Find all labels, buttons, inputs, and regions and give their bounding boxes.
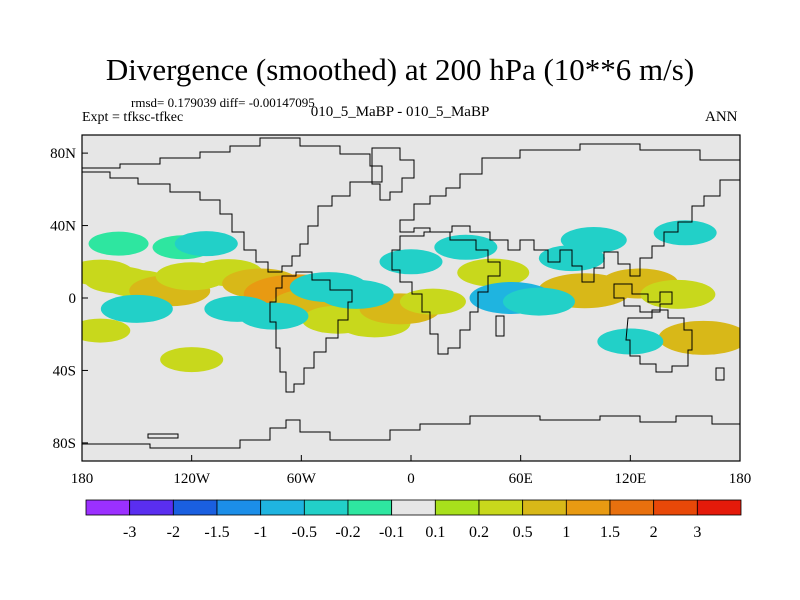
contour-feature xyxy=(239,302,309,330)
coastline-south-america xyxy=(269,271,353,393)
colorbar-swatch xyxy=(696,499,742,516)
colorbar: -3 -2 -1.5 -1 -0.5 -0.2 -0.1 0.1 0.2 0.5 1 1.5 2 3 xyxy=(85,499,742,541)
experiment-text: Expt = tfksc-tfkec xyxy=(82,110,184,125)
colorbar-swatch xyxy=(478,499,524,516)
coastline-madagascar xyxy=(495,315,505,337)
colorbar-swatch xyxy=(522,499,567,516)
colorbar-swatch xyxy=(609,499,655,516)
contour-feature xyxy=(318,279,394,309)
contour-feature xyxy=(434,234,498,260)
colorbar-swatch xyxy=(434,499,480,516)
colorbar-label: 0.2 xyxy=(469,524,489,541)
x-tick-label: 120E xyxy=(614,471,646,487)
contour-feature xyxy=(160,347,224,373)
coastline-eurasia xyxy=(399,143,740,283)
y-tick-label: 40S xyxy=(53,363,76,379)
colorbar-swatch xyxy=(172,499,218,516)
contour-feature xyxy=(88,231,149,256)
colorbar-swatch xyxy=(85,499,131,516)
season-text: ANN xyxy=(705,109,738,125)
y-tick-label: 80N xyxy=(50,146,76,162)
colorbar-label: -2 xyxy=(167,524,180,541)
coastline-southeast-asia xyxy=(613,283,673,313)
x-tick-label: 180 xyxy=(71,471,94,487)
colorbar-swatch xyxy=(391,499,436,516)
contour-feature xyxy=(658,320,740,355)
colorbar-label: 2 xyxy=(650,524,658,541)
colorbar-label: 1 xyxy=(562,524,570,541)
contour-feature xyxy=(82,318,131,343)
contour-feature xyxy=(560,227,627,254)
colorbar-label: -1.5 xyxy=(204,524,229,541)
contour-feature xyxy=(502,287,575,316)
coastline-north-america xyxy=(82,137,383,273)
colorbar-label: 1.5 xyxy=(600,524,620,541)
contour-feature xyxy=(174,231,238,257)
colorbar-swatch xyxy=(260,499,305,516)
case-text: 010_5_MaBP - 010_5_MaBP xyxy=(310,104,490,120)
y-tick-label: 0 xyxy=(69,291,77,307)
colorbar-label: -1 xyxy=(254,524,267,541)
x-tick-label: 120W xyxy=(173,471,211,487)
coastline-antarctic-ice-shelf xyxy=(147,433,179,439)
x-tick-label: 60E xyxy=(509,471,533,487)
colorbar-swatch xyxy=(565,499,611,516)
colorbar-label: -0.2 xyxy=(335,524,360,541)
x-tick-label: 0 xyxy=(407,471,415,487)
x-tick-label: 60W xyxy=(287,471,317,487)
contour-fields xyxy=(82,220,740,373)
colorbar-swatch xyxy=(653,499,698,516)
y-tick-label: 80S xyxy=(53,436,76,452)
contour-feature xyxy=(653,220,717,246)
colorbar-label: -3 xyxy=(123,524,136,541)
contour-feature xyxy=(399,288,466,315)
colorbar-swatch xyxy=(216,499,262,516)
coastlines xyxy=(82,137,740,461)
chart-title: Divergence (smoothed) at 200 hPa (10**6 … xyxy=(105,52,695,87)
colorbar-swatch xyxy=(129,499,174,516)
coastline-australia xyxy=(625,309,693,373)
contour-feature xyxy=(457,258,530,287)
coastline-greenland xyxy=(371,147,415,201)
stats-text: rmsd= 0.179039 diff= -0.00147095 xyxy=(131,95,315,110)
y-tick-label: 40N xyxy=(50,219,76,235)
coastline-africa xyxy=(391,231,501,355)
colorbar-label: -0.1 xyxy=(379,524,404,541)
colorbar-label: 0.1 xyxy=(425,524,445,541)
colorbar-swatch xyxy=(347,499,393,516)
axes: 180 120W 60W 0 60E 120E 180 80N 40N 0 40S 80S xyxy=(50,146,751,487)
colorbar-swatch xyxy=(303,499,349,516)
colorbar-label: 0.5 xyxy=(513,524,533,541)
colorbar-label: -0.5 xyxy=(292,524,317,541)
coastline-new-zealand xyxy=(715,367,725,381)
contour-feature xyxy=(100,294,173,323)
contour-feature xyxy=(640,279,716,309)
coastline-antarctica xyxy=(82,415,740,461)
colorbar-label: 3 xyxy=(693,524,701,541)
contour-feature xyxy=(379,249,443,275)
x-tick-label: 180 xyxy=(729,471,752,487)
